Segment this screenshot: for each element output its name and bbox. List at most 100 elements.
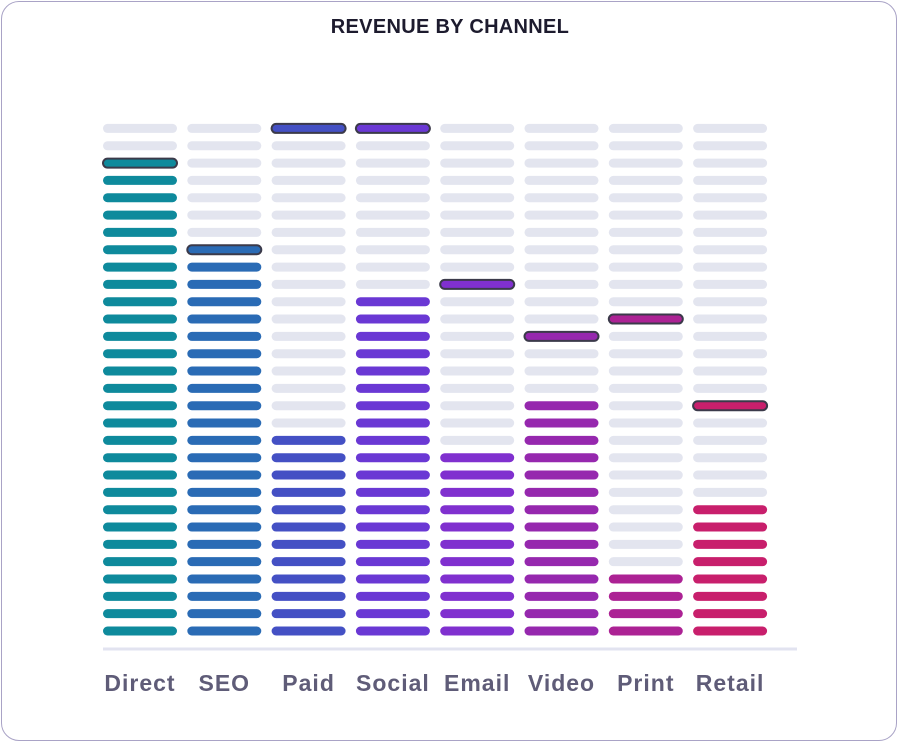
empty-segment: [440, 123, 515, 133]
bar-segment: [187, 279, 262, 289]
bar-segment: [693, 505, 768, 515]
bar-segment: [693, 609, 768, 619]
empty-segment: [608, 245, 683, 255]
empty-segment: [693, 279, 768, 289]
bar-segment: [271, 591, 346, 601]
x-tick-label: Email: [444, 670, 510, 696]
bar-segment: [103, 557, 177, 567]
bar-segment: [440, 470, 515, 480]
bar-segment: [187, 349, 262, 359]
bar-segment: [103, 418, 177, 428]
empty-segment: [608, 505, 683, 515]
empty-segment: [271, 383, 346, 393]
x-tick-label: SEO: [199, 670, 251, 696]
empty-segment: [693, 193, 768, 203]
bar-segment: [524, 591, 599, 601]
empty-segment: [608, 383, 683, 393]
empty-segment: [524, 141, 599, 151]
empty-segment: [355, 210, 430, 220]
empty-segment: [440, 349, 515, 359]
empty-segment: [693, 453, 768, 463]
bar-segment: [271, 539, 346, 549]
empty-segment: [440, 227, 515, 237]
empty-segment: [608, 453, 683, 463]
bar-segment: [355, 418, 430, 428]
empty-segment: [693, 470, 768, 480]
bar-segment: [608, 591, 683, 601]
bar-segment: [187, 314, 262, 324]
bar-segment: [693, 591, 768, 601]
empty-segment: [103, 123, 177, 133]
empty-segment: [103, 141, 177, 151]
empty-segment: [524, 366, 599, 376]
empty-segment: [608, 193, 683, 203]
bar-segment: [187, 609, 262, 619]
bar-retail: [692, 123, 769, 636]
bar-segment: [103, 383, 177, 393]
bar-social: [354, 122, 431, 636]
bar-segment: [440, 453, 515, 463]
peak-marker: [523, 330, 600, 342]
bar-segment: [271, 522, 346, 532]
bar-segment: [440, 574, 515, 584]
empty-segment: [271, 245, 346, 255]
empty-segment: [440, 175, 515, 185]
empty-segment: [355, 279, 430, 289]
x-tick-label: Print: [617, 670, 674, 696]
bar-segment: [103, 470, 177, 480]
empty-segment: [524, 210, 599, 220]
bar-segment: [187, 539, 262, 549]
empty-segment: [187, 193, 262, 203]
bar-segment: [440, 505, 515, 515]
empty-segment: [187, 227, 262, 237]
bar-segment: [271, 609, 346, 619]
empty-segment: [440, 262, 515, 272]
bar-segment: [103, 505, 177, 515]
bar-segment: [440, 522, 515, 532]
bar-segment: [524, 609, 599, 619]
empty-segment: [693, 123, 768, 133]
bar-segment: [103, 522, 177, 532]
bar-segment: [103, 435, 177, 445]
empty-segment: [440, 366, 515, 376]
empty-segment: [271, 158, 346, 168]
empty-segment: [693, 349, 768, 359]
empty-segment: [271, 418, 346, 428]
bar-segment: [103, 366, 177, 376]
bar-segment: [187, 557, 262, 567]
peak-marker: [692, 400, 769, 412]
empty-segment: [440, 435, 515, 445]
bar-segment: [355, 401, 430, 411]
bar-segment: [187, 418, 262, 428]
bar-segment: [187, 383, 262, 393]
empty-segment: [355, 141, 430, 151]
empty-segment: [187, 158, 262, 168]
empty-segment: [524, 175, 599, 185]
empty-segment: [608, 210, 683, 220]
bar-segment: [187, 297, 262, 307]
empty-segment: [271, 401, 346, 411]
bar-segment: [187, 505, 262, 515]
empty-segment: [524, 227, 599, 237]
empty-segment: [440, 210, 515, 220]
empty-segment: [608, 349, 683, 359]
bar-direct: [102, 123, 178, 636]
empty-segment: [440, 401, 515, 411]
empty-segment: [440, 245, 515, 255]
bar-segment: [440, 591, 515, 601]
bar-segment: [187, 626, 262, 636]
bar-segment: [187, 366, 262, 376]
bar-segment: [271, 435, 346, 445]
bar-segment: [187, 522, 262, 532]
bar-segment: [103, 453, 177, 463]
empty-segment: [693, 158, 768, 168]
bar-segment: [440, 557, 515, 567]
bar-segment: [524, 539, 599, 549]
empty-segment: [271, 279, 346, 289]
bar-segment: [103, 609, 177, 619]
x-tick-label: Retail: [696, 670, 765, 696]
bar-segment: [355, 609, 430, 619]
bar-segment: [103, 331, 177, 341]
bar-segment: [524, 470, 599, 480]
bar-seo: [186, 123, 263, 636]
